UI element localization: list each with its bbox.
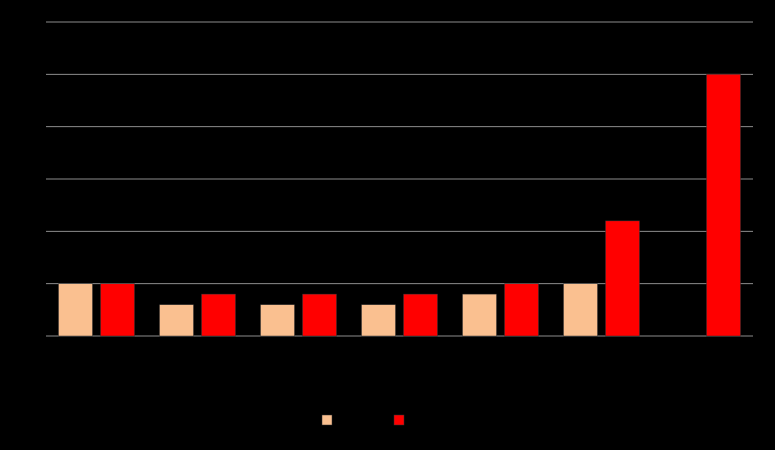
bar — [260, 304, 295, 337]
bar — [159, 304, 194, 337]
bar — [201, 293, 236, 337]
bar — [361, 304, 396, 337]
bar — [462, 293, 497, 337]
bar — [504, 283, 539, 337]
bar — [563, 283, 598, 337]
legend-swatch — [321, 414, 333, 426]
bar — [605, 220, 640, 337]
legend-swatch — [393, 414, 405, 426]
bar — [403, 293, 438, 337]
bar — [58, 283, 93, 337]
bar — [302, 293, 337, 337]
bar — [706, 74, 741, 337]
bar — [100, 283, 135, 337]
